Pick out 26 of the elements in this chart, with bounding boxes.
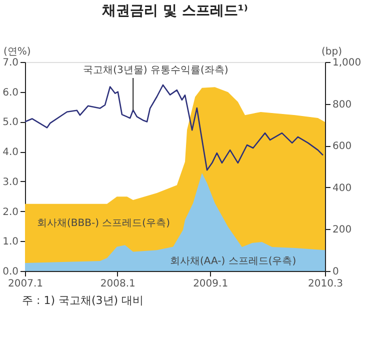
y2-tick-label: 400 xyxy=(332,182,352,194)
y2-tick-label: 200 xyxy=(332,224,352,236)
y-tick-label: 3.0 xyxy=(2,176,18,188)
y-tick-label: 6.0 xyxy=(2,87,18,98)
y-axis-title: (연%) xyxy=(4,46,31,58)
y2-tick-label: 600 xyxy=(332,141,352,152)
chart-title: 채권금리 및 스프레드¹⁾ xyxy=(101,3,248,19)
series-label: 회사채(AA-) 스프레드(우측) xyxy=(170,256,296,267)
series-label: 국고채(3년물) 유통수익률(좌측) xyxy=(83,65,228,76)
y-tick-label: 7.0 xyxy=(2,58,18,68)
y-tick-label: 5.0 xyxy=(2,117,18,128)
x-tick-label: 2010.3 xyxy=(308,278,343,290)
line-series xyxy=(24,84,324,171)
y2-tick-label: 1,000 xyxy=(332,58,362,68)
y-tick-label: 1.0 xyxy=(2,236,18,248)
y2-axis-title: (bp) xyxy=(322,46,342,58)
y-tick-label: 2.0 xyxy=(2,206,18,218)
y2-tick-label: 0 xyxy=(332,266,339,278)
y2-tick-label: 800 xyxy=(332,99,352,110)
x-tick-label: 2007.1 xyxy=(8,278,43,290)
series-label: 회사채(BBB-) 스프레드(우측) xyxy=(37,218,170,229)
x-tick-label: 2008.1 xyxy=(100,278,136,290)
text: 주 : 1) 국고채(3년) 대비 xyxy=(22,294,144,307)
y-tick-label: 4.0 xyxy=(2,147,18,158)
x-tick-label: 2009.1 xyxy=(193,278,228,290)
y-tick-label: 0.0 xyxy=(2,266,18,278)
